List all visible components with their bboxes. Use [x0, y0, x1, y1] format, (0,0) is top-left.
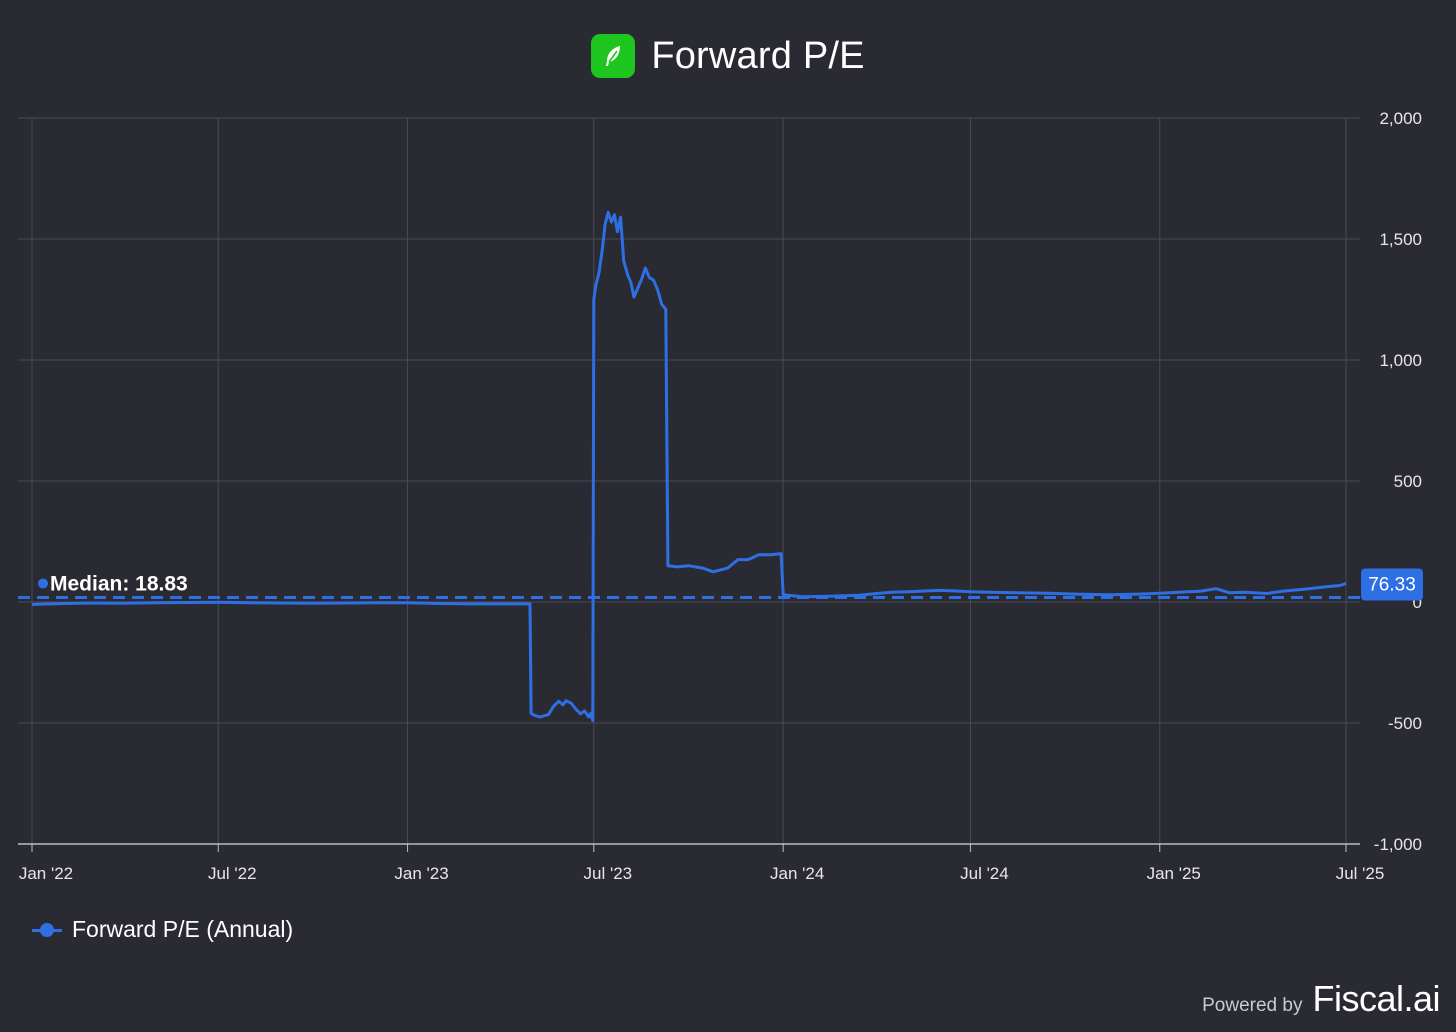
- x-tick-label: Jul '25: [1336, 864, 1385, 883]
- x-tick-label: Jul '23: [584, 864, 633, 883]
- median-marker: [38, 578, 48, 589]
- x-tick-label: Jan '22: [19, 864, 73, 883]
- chart-plot-area: 2,000 1,500 1,000 500 0 -500 -1,000 Jan '22 Jul …: [18, 109, 1423, 883]
- x-tick-label: Jan '25: [1147, 864, 1201, 883]
- x-tick-label: Jan '23: [394, 864, 448, 883]
- x-tick-label: Jul '24: [960, 864, 1009, 883]
- y-tick-label: -500: [1388, 714, 1422, 733]
- robinhood-feather-icon: [591, 34, 636, 78]
- powered-by-footer[interactable]: Powered by Fiscal.ai: [1202, 978, 1440, 1020]
- legend-series-marker: [32, 922, 62, 938]
- chart-legend[interactable]: Forward P/E (Annual): [32, 916, 293, 943]
- fiscal-ai-logo: Fiscal.ai: [1312, 978, 1440, 1019]
- y-tick-label: 2,000: [1379, 109, 1422, 128]
- legend-label: Forward P/E (Annual): [72, 916, 294, 942]
- feather-icon: [606, 46, 621, 66]
- x-tick-label: Jan '24: [770, 864, 824, 883]
- median-label: Median: 18.83: [50, 572, 188, 595]
- powered-by-text: Powered by: [1202, 995, 1303, 1016]
- y-tick-label: 500: [1394, 472, 1422, 491]
- y-tick-label: 1,000: [1379, 351, 1422, 370]
- last-value-label: 76.33: [1368, 575, 1416, 596]
- x-tick-label: Jul '22: [208, 864, 257, 883]
- y-tick-label: 1,500: [1379, 230, 1422, 249]
- chart-title: Forward P/E: [651, 34, 865, 77]
- y-tick-label: 0: [1413, 593, 1422, 612]
- last-value-badge: [1361, 568, 1423, 601]
- series-line-forward-pe: [31, 210, 1347, 723]
- chart-header: Forward P/E: [0, 28, 1456, 84]
- y-tick-label: -1,000: [1374, 835, 1422, 854]
